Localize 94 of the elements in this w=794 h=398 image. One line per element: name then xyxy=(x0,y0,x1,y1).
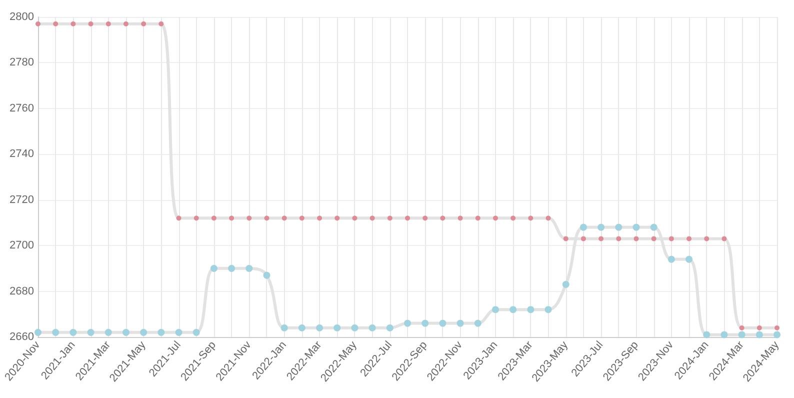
point xyxy=(52,328,60,336)
point xyxy=(756,331,763,338)
point xyxy=(422,320,429,327)
point xyxy=(88,21,94,26)
y-tick-label: 2660 xyxy=(10,331,34,343)
point xyxy=(123,21,128,26)
point xyxy=(298,324,306,332)
point xyxy=(580,224,587,231)
point xyxy=(668,236,674,242)
point xyxy=(650,224,658,231)
point xyxy=(368,324,376,332)
point xyxy=(194,216,199,221)
point xyxy=(175,328,182,336)
point xyxy=(668,256,675,263)
point xyxy=(316,324,324,332)
point xyxy=(474,320,482,327)
point xyxy=(263,272,270,279)
point xyxy=(351,324,358,332)
point xyxy=(722,236,727,242)
y-tick-label: 2760 xyxy=(10,102,34,114)
point xyxy=(192,328,200,336)
point xyxy=(228,264,236,272)
point xyxy=(370,216,375,221)
point xyxy=(404,320,411,327)
point xyxy=(528,216,534,221)
point xyxy=(598,236,604,242)
point xyxy=(141,21,146,26)
point xyxy=(280,324,288,332)
point xyxy=(176,216,182,221)
point xyxy=(439,320,446,327)
point xyxy=(246,216,252,221)
point xyxy=(211,216,216,221)
point xyxy=(158,21,164,26)
point xyxy=(686,236,692,242)
point xyxy=(458,216,463,221)
point xyxy=(704,236,710,242)
point xyxy=(422,216,428,221)
point xyxy=(210,264,218,272)
point xyxy=(546,216,551,221)
point xyxy=(386,324,394,332)
point xyxy=(70,328,77,336)
point xyxy=(616,236,622,242)
y-tick-label: 2720 xyxy=(10,194,34,206)
point xyxy=(34,328,42,336)
point xyxy=(686,256,693,263)
point xyxy=(70,21,76,26)
point xyxy=(739,325,744,330)
point xyxy=(510,216,516,221)
point xyxy=(104,328,112,336)
point xyxy=(229,216,234,221)
point xyxy=(544,306,552,314)
point xyxy=(774,331,780,338)
point xyxy=(36,21,40,26)
point xyxy=(510,306,517,314)
y-tick-label: 2740 xyxy=(10,148,34,160)
point xyxy=(352,216,358,221)
point xyxy=(158,328,165,336)
point xyxy=(456,320,464,327)
point xyxy=(282,216,287,221)
point xyxy=(720,331,728,338)
point xyxy=(562,280,570,288)
point xyxy=(140,328,148,336)
point xyxy=(53,21,58,26)
point xyxy=(580,236,586,242)
point xyxy=(651,236,656,242)
point xyxy=(492,306,499,314)
point xyxy=(334,216,340,221)
point xyxy=(440,216,446,221)
point xyxy=(122,328,130,336)
point xyxy=(632,224,640,231)
point xyxy=(299,216,304,221)
y-tick-label: 2680 xyxy=(10,285,34,298)
point xyxy=(527,306,534,314)
point xyxy=(756,325,762,330)
point xyxy=(774,325,780,330)
point xyxy=(264,216,270,221)
y-tick-label: 2780 xyxy=(10,56,34,69)
y-tick-label: 2800 xyxy=(10,11,34,23)
point xyxy=(405,216,410,221)
point xyxy=(492,216,498,221)
point xyxy=(563,236,568,242)
point xyxy=(246,264,253,272)
point xyxy=(703,331,710,338)
point xyxy=(634,236,639,242)
point xyxy=(387,216,392,221)
point xyxy=(334,324,341,332)
point xyxy=(615,224,622,231)
y-tick-label: 2700 xyxy=(10,240,34,252)
point xyxy=(598,224,605,231)
point xyxy=(106,21,111,26)
point xyxy=(475,216,480,221)
point xyxy=(87,328,94,336)
point xyxy=(738,331,746,338)
point xyxy=(317,216,322,221)
